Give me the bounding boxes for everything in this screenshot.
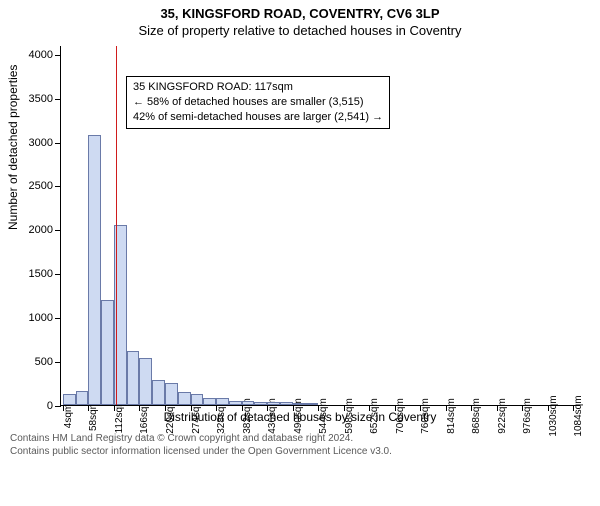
- footer-line-2: Contains public sector information licen…: [10, 445, 590, 458]
- histogram-bar: [229, 401, 242, 405]
- footer: Contains HM Land Registry data © Crown c…: [10, 432, 590, 458]
- y-tick-label: 2500: [13, 180, 53, 192]
- histogram-bar: [293, 403, 306, 405]
- y-tick-label: 500: [13, 356, 53, 368]
- x-tick-label: 58sqm: [88, 401, 99, 431]
- histogram-bar: [178, 392, 191, 405]
- page-title: 35, KINGSFORD ROAD, COVENTRY, CV6 3LP: [0, 6, 600, 21]
- x-tick-label: 868sqm: [471, 398, 482, 434]
- y-tick-label: 1500: [13, 268, 53, 280]
- x-tick-label: 1084sqm: [573, 395, 584, 436]
- annotation-line-2: ← 58% of detached houses are smaller (3,…: [133, 95, 383, 110]
- y-tick-label: 3500: [13, 93, 53, 105]
- x-tick-label: 544sqm: [318, 398, 329, 434]
- histogram-bar: [63, 394, 76, 405]
- histogram-bar: [267, 402, 280, 405]
- histogram-bar: [191, 394, 204, 405]
- y-tick: [55, 143, 61, 144]
- annotation-box: 35 KINGSFORD ROAD: 117sqm ← 58% of detac…: [126, 76, 390, 129]
- x-tick-label: 1030sqm: [548, 395, 559, 436]
- histogram-bar: [101, 300, 114, 405]
- y-tick-label: 1000: [13, 312, 53, 324]
- y-tick-label: 0: [13, 400, 53, 412]
- annotation-line-1: 35 KINGSFORD ROAD: 117sqm: [133, 80, 383, 95]
- x-tick-label: 760sqm: [420, 398, 431, 434]
- histogram-bar: [305, 403, 318, 405]
- y-tick-label: 4000: [13, 49, 53, 61]
- y-tick: [55, 406, 61, 407]
- histogram-bar: [165, 383, 178, 405]
- x-tick-label: 706sqm: [395, 398, 406, 434]
- y-tick: [55, 55, 61, 56]
- y-tick: [55, 318, 61, 319]
- x-tick-label: 4sqm: [63, 404, 74, 428]
- x-tick-label: 922sqm: [497, 398, 508, 434]
- histogram-bar: [127, 351, 140, 405]
- y-tick: [55, 274, 61, 275]
- marker-line: [116, 46, 117, 405]
- y-tick: [55, 230, 61, 231]
- y-tick: [55, 362, 61, 363]
- page-subtitle: Size of property relative to detached ho…: [0, 23, 600, 38]
- histogram-bar: [216, 398, 229, 405]
- histogram-bar: [76, 391, 89, 405]
- x-tick-label: 814sqm: [446, 398, 457, 434]
- annotation-line-3: 42% of semi-detached houses are larger (…: [133, 110, 383, 125]
- histogram-bar: [254, 402, 267, 406]
- y-tick-label: 3000: [13, 137, 53, 149]
- histogram-bar: [139, 358, 152, 405]
- histogram-bar: [152, 380, 165, 405]
- histogram-bar: [203, 398, 216, 405]
- x-tick-label: 976sqm: [522, 398, 533, 434]
- y-tick: [55, 99, 61, 100]
- histogram-bar: [88, 135, 101, 405]
- y-tick-label: 2000: [13, 224, 53, 236]
- x-tick-label: 652sqm: [369, 398, 380, 434]
- y-tick: [55, 186, 61, 187]
- x-tick-label: 598sqm: [344, 398, 355, 434]
- footer-line-1: Contains HM Land Registry data © Crown c…: [10, 432, 590, 445]
- histogram-bar: [242, 401, 255, 405]
- histogram-bar: [280, 402, 293, 405]
- histogram-chart: 050010001500200025003000350040004sqm58sq…: [60, 46, 580, 406]
